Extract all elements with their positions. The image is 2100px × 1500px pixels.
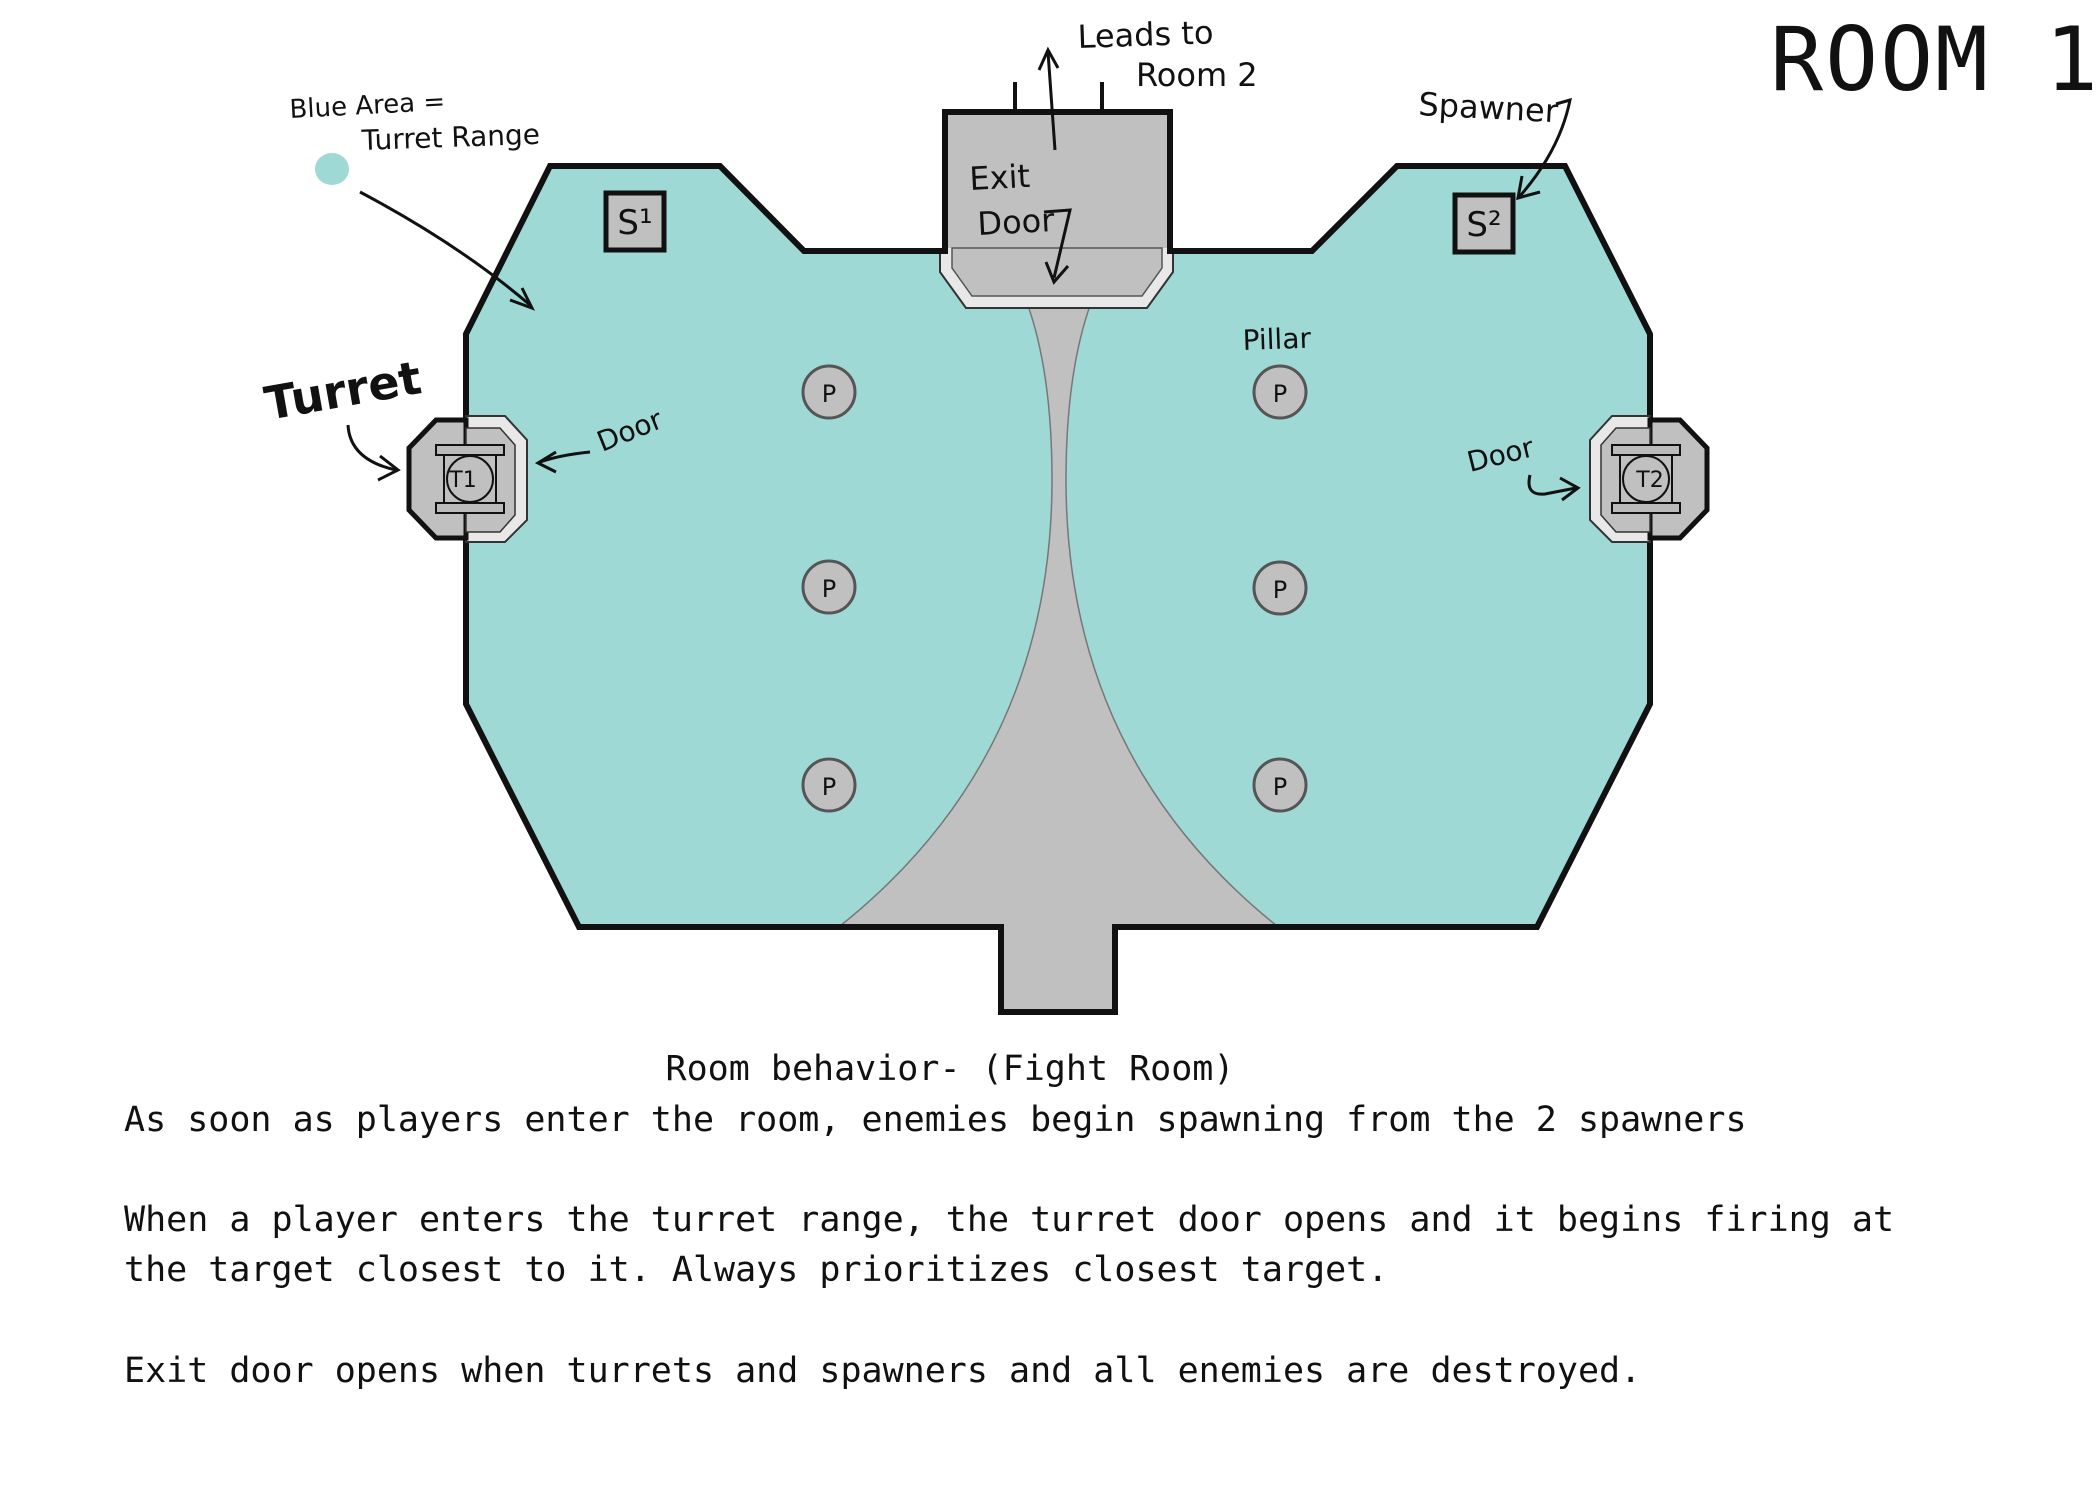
room-outline [463,109,1653,1015]
legend-label-line2: Turret Range [360,118,540,157]
behavior-paragraph-2-line-2: the target closest to it. Always priorit… [124,1250,1389,1290]
legend-swatch [315,153,349,185]
svg-text:P: P [1273,773,1287,801]
turret-1-label: T1 [448,468,476,493]
spawner-2-label: S² [1466,205,1501,245]
door-arrow-right [1527,474,1577,496]
pillar: P [1252,757,1308,813]
bottom-corridor [1001,925,1115,1012]
turret-1: T1 [406,415,528,543]
pillar: P [801,559,857,615]
turret-2-label: T2 [1635,468,1663,493]
svg-text:P: P [822,773,836,801]
turret-arrow [346,424,397,472]
behavior-heading: Room behavior- (Fight Room) [665,1049,1235,1089]
svg-text:P: P [822,575,836,603]
pillar: P [1252,560,1308,616]
leads-to-arrow [1046,51,1057,151]
svg-text:P: P [1273,380,1287,408]
spawner-annotation: Spawner [1418,85,1560,130]
pillar: P [801,757,857,813]
room-title: ROOM 1 [1770,8,2100,111]
exit-door-room [945,112,1170,252]
behavior-paragraph-1: As soon as players enter the room, enemi… [124,1100,1747,1140]
spawner-1-label: S¹ [617,203,652,243]
spawner-arrow [1518,97,1572,197]
exit-door-label-line1: Exit [968,157,1030,198]
spawner-2: S² [1452,192,1516,255]
behavior-paragraph-3: Exit door opens when turrets and spawner… [124,1351,1642,1391]
pillar: P [801,364,857,420]
legend-arrow [359,190,531,307]
legend-label-line1: Blue Area = [289,87,446,125]
svg-text:P: P [1273,576,1287,604]
pillar-annotation: Pillar [1242,322,1312,357]
pillar: P [1252,364,1308,420]
turret-2: T2 [1589,415,1710,543]
leads-to-line1: Leads to [1077,13,1214,56]
spawner-1: S¹ [603,190,667,253]
behavior-paragraph-2-line-1: When a player enters the turret range, t… [124,1200,1895,1240]
leads-to-line2: Room 2 [1136,56,1258,94]
exit-door-label-line2: Door [976,201,1056,243]
svg-text:P: P [822,380,836,408]
exit-door-arrow [1043,208,1072,279]
turret-annotation: Turret [261,350,426,431]
